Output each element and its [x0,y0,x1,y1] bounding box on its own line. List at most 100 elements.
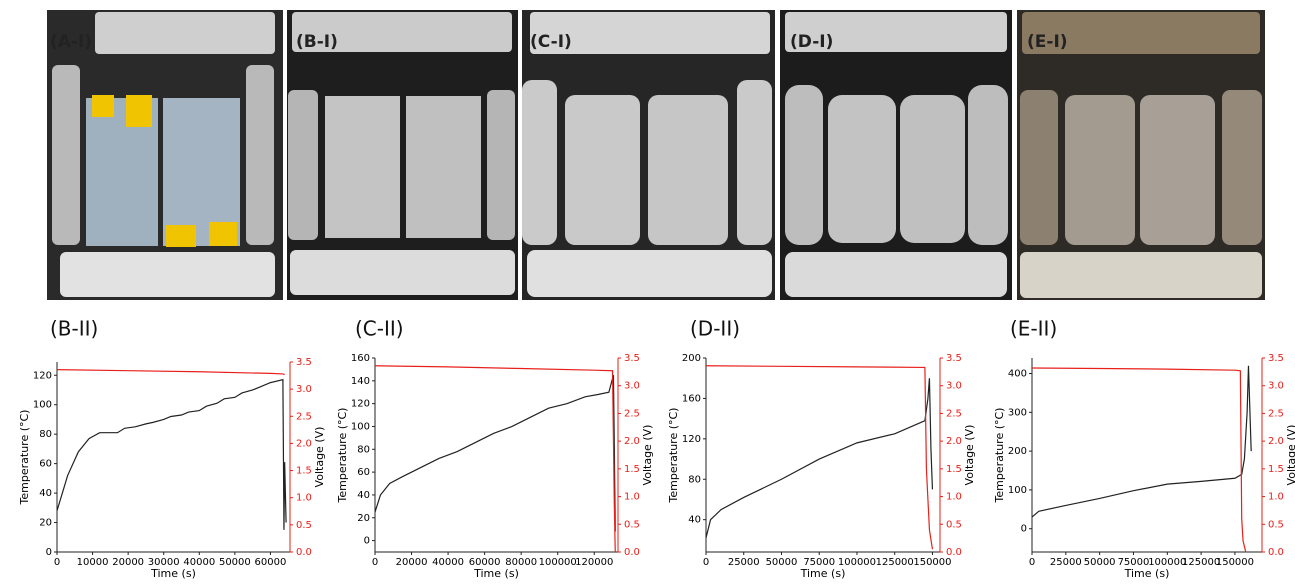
y2-tick-label: 1.0 [624,492,640,503]
panel-label: (D-I) [790,32,833,52]
tape [166,225,196,247]
base [290,250,515,295]
y-tick-label: 300 [1008,407,1027,418]
chart: (E-II) 0 25000 50000 75000100000125000150000… [993,317,1295,581]
y-tick-label: 120 [33,370,52,381]
y2-tick-label: 3.5 [1268,353,1284,364]
panel-label: (C-I) [530,32,572,52]
x-tick-label: 120000 [575,557,613,568]
x-tick-label: 80000 [505,557,537,568]
cell [828,95,896,243]
x-tick-label: 50000 [219,557,251,568]
y-tick-label: 60 [39,459,52,470]
side-strip [288,90,318,240]
cell [1140,95,1215,245]
y2-tick-label: 3.0 [624,381,640,392]
y-tick-label: 100 [351,421,370,432]
y-tick-label: 0 [364,536,370,547]
y2-tick-label: 2.5 [946,408,962,419]
data-line [705,378,934,538]
base [785,252,1007,297]
x-tick-label: 60000 [255,557,287,568]
y2-tick-label: 2.5 [1268,408,1284,419]
panel-label: (E-I) [1027,32,1068,52]
data-line [56,378,287,530]
data-line [374,374,616,532]
x-tick-label: 10000 [77,557,109,568]
x-tick-label: 75000 [803,557,835,568]
y2-tick-label: 1.5 [296,466,312,477]
x-tick-label: 25000 [1050,557,1082,568]
photos: (A-I) (B-I) (C-I) (D-I) (E-I) [47,10,1265,300]
x-tick-label: 20000 [396,557,428,568]
y2-tick-label: 3.0 [946,381,962,392]
tab-strip [1022,12,1260,54]
cell [565,95,640,245]
y-tick-label: 20 [357,513,370,524]
x-tick-label: 40000 [432,557,464,568]
side-strip [246,65,274,245]
y2-tick-label: 1.5 [1268,464,1284,475]
x-tick-label: 125000 [876,557,914,568]
y2-tick-label: 0.5 [946,519,962,530]
y-tick-label: 200 [1008,446,1027,457]
y2-tick-label: 1.0 [946,492,962,503]
x-axis-label: Time (s) [150,567,196,580]
x-tick-label: 0 [1029,557,1035,568]
tape [92,95,114,117]
chart-title: (B-II) [50,317,98,341]
y-axis-label: Temperature (°C) [993,408,1006,504]
x-tick-label: 40000 [183,557,215,568]
y2-tick-label: 2.5 [296,411,312,422]
x-tick-label: 100000 [539,557,577,568]
tab-strip [785,12,1007,52]
y2-tick-label: 2.0 [946,436,962,447]
y-tick-label: 160 [351,353,370,364]
cell [900,95,965,243]
tape [126,95,152,127]
x-tick-label: 75000 [1118,557,1150,568]
y-tick-label: 60 [357,467,370,478]
side-strip [1222,90,1262,245]
data-line [705,365,934,550]
y2-tick-label: 1.5 [946,464,962,475]
y2-tick-label: 0.0 [1268,547,1284,558]
side-strip [52,65,80,245]
x-tick-label: 60000 [469,557,501,568]
y-tick-label: 0 [1021,524,1027,535]
cell [406,96,481,238]
y2-tick-label: 1.5 [624,464,640,475]
side-strip [487,90,515,240]
cell [325,96,400,238]
panel-label: (B-I) [296,32,338,52]
side-strip [522,80,557,245]
cell [648,95,728,245]
y-tick-label: 400 [1008,369,1027,380]
y-tick-label: 100 [33,400,52,411]
x-tick-label: 0 [703,557,709,568]
y-axis-label: Temperature (°C) [667,408,680,504]
y-tick-label: 40 [39,488,52,499]
y-axis-label: Temperature (°C) [336,408,349,504]
y2-axis-label: Voltage (V) [313,427,326,488]
y-tick-label: 120 [682,434,701,445]
y2-tick-label: 3.5 [296,357,312,368]
x-tick-label: 0 [54,557,60,568]
x-tick-label: 100000 [838,557,876,568]
tape [209,222,237,246]
chart-title: (E-II) [1010,317,1057,341]
y2-tick-label: 0.0 [296,547,312,558]
y-tick-label: 80 [39,429,52,440]
y2-tick-label: 0.5 [624,519,640,530]
base [1020,252,1262,298]
y2-tick-label: 1.0 [296,493,312,504]
y-tick-label: 80 [688,474,701,485]
x-tick-label: 125000 [1182,557,1220,568]
y2-tick-label: 3.0 [296,384,312,395]
x-tick-label: 50000 [1084,557,1116,568]
x-tick-label: 100000 [1148,557,1186,568]
x-tick-label: 0 [372,557,378,568]
x-tick-label: 150000 [913,557,951,568]
